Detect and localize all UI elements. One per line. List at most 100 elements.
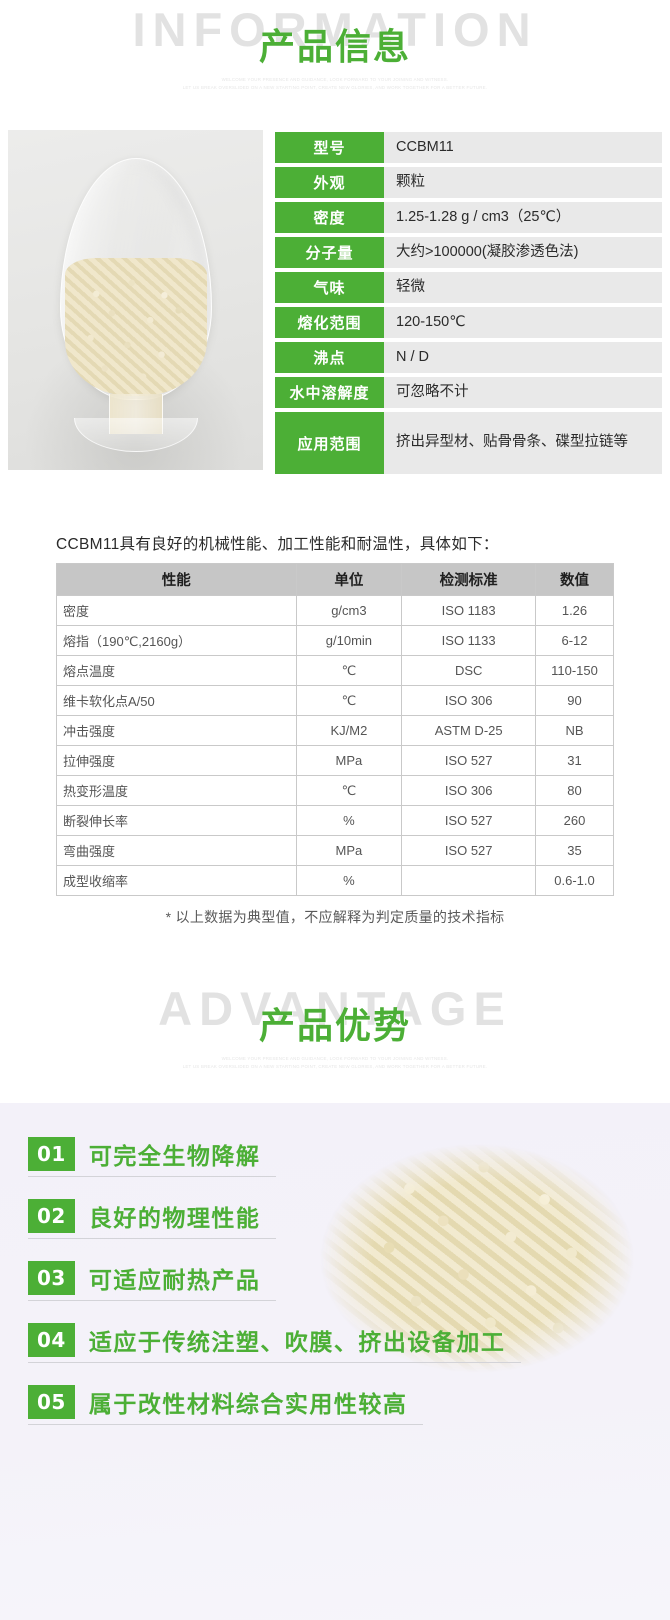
- cell-name: 熔指（190℃,2160g）: [56, 625, 297, 656]
- cell-value: 0.6-1.0: [535, 865, 614, 896]
- list-item: 05 属于改性材料综合实用性较高: [28, 1385, 424, 1425]
- advantage-section-title: 产品优势: [258, 1005, 411, 1046]
- advantage-subtitle: WELCOME YOUR PRESENCE AND GUIDANCE, LOOK…: [0, 1055, 670, 1071]
- properties-table-body: 密度 g/cm3 ISO 1183 1.26 熔指（190℃,2160g） g/…: [56, 595, 614, 896]
- spec-value: CCBM11: [384, 132, 662, 163]
- cell-value: 6-12: [535, 625, 614, 656]
- information-subtitle-line1: WELCOME YOUR PRESENCE AND GUIDANCE, LOOK…: [221, 77, 449, 82]
- cell-unit: %: [295, 805, 403, 836]
- cell-unit: g/cm3: [295, 595, 403, 626]
- list-item: 01 可完全生物降解: [28, 1137, 277, 1177]
- cell-name: 冲击强度: [56, 715, 297, 746]
- advantage-number: 05: [28, 1385, 75, 1419]
- cell-standard: [401, 865, 536, 896]
- advantage-list: 01 可完全生物降解 02 良好的物理性能 03 可适应耐热产品 04 适应于传…: [0, 1103, 670, 1425]
- information-watermark-text: INFORMATION: [132, 3, 538, 56]
- spec-row: 沸点 N / D: [275, 342, 662, 373]
- table-row: 维卡软化点A/50 ℃ ISO 306 90: [56, 685, 614, 716]
- information-subtitle: WELCOME YOUR PRESENCE AND GUIDANCE, LOOK…: [0, 76, 670, 92]
- spec-label: 水中溶解度: [275, 377, 384, 408]
- table-row: 断裂伸长率 % ISO 527 260: [56, 805, 614, 836]
- properties-header-row: 性能 单位 检测标准 数值: [56, 563, 614, 596]
- cell-value: 1.26: [535, 595, 614, 626]
- cell-value: 90: [535, 685, 614, 716]
- cell-unit: MPa: [295, 835, 403, 866]
- advantage-number: 02: [28, 1199, 75, 1233]
- product-photo: [8, 130, 263, 470]
- advantage-label: 适应于传统注塑、吹膜、挤出设备加工: [88, 1329, 506, 1355]
- cell-value: NB: [535, 715, 614, 746]
- spec-value: 120-150℃: [384, 307, 662, 338]
- spec-row: 熔化范围 120-150℃: [275, 307, 662, 338]
- list-item: 03 可适应耐热产品: [28, 1261, 277, 1301]
- pellet-pile-photo: [308, 1119, 646, 1387]
- cell-name: 熔点温度: [56, 655, 297, 686]
- advantage-number: 03: [28, 1261, 75, 1295]
- advantage-label: 可完全生物降解: [88, 1143, 261, 1169]
- cell-unit: ℃: [295, 775, 403, 806]
- spec-row: 密度 1.25-1.28 g / cm3（25℃）: [275, 202, 662, 233]
- spec-label: 沸点: [275, 342, 384, 373]
- cell-name: 密度: [56, 595, 297, 626]
- cell-unit: MPa: [295, 745, 403, 776]
- glass-flask-icon: [59, 158, 212, 400]
- information-section-title: 产品信息: [258, 26, 411, 67]
- spec-value: N / D: [384, 342, 662, 373]
- information-subtitle-line2: LET US BREAK OVERSLIDED ON A NEW STARTIN…: [182, 85, 488, 91]
- spec-label: 型号: [275, 132, 384, 163]
- spec-label: 外观: [275, 167, 384, 198]
- cell-unit: g/10min: [295, 625, 403, 656]
- table-row: 拉伸强度 MPa ISO 527 31: [56, 745, 614, 776]
- advantage-subtitle-line2: LET US BREAK OVERSLIDED ON A NEW STARTIN…: [182, 1064, 488, 1070]
- cell-standard: ISO 306: [401, 685, 536, 716]
- spec-value: 1.25-1.28 g / cm3（25℃）: [384, 202, 662, 233]
- cell-name: 拉伸强度: [56, 745, 297, 776]
- cell-value: 31: [535, 745, 614, 776]
- table-row: 弯曲强度 MPa ISO 527 35: [56, 835, 614, 866]
- cell-unit: ℃: [295, 685, 403, 716]
- advantage-number: 04: [28, 1323, 75, 1357]
- column-header-standard: 检测标准: [401, 563, 536, 596]
- properties-table-head: 性能 单位 检测标准 数值: [56, 563, 614, 596]
- cell-value: 35: [535, 835, 614, 866]
- advantage-watermark-text: ADVANTAGE: [158, 982, 512, 1035]
- cell-name: 成型收缩率: [56, 865, 297, 896]
- section-header-information: INFORMATION 产品信息 WELCOME YOUR PRESENCE A…: [0, 0, 670, 108]
- spec-label: 应用范围: [275, 412, 384, 474]
- spec-value: 挤出异型材、贴骨骨条、碟型拉链等: [384, 412, 662, 474]
- spec-row: 分子量 大约>100000(凝胶渗透色法): [275, 237, 662, 268]
- cell-standard: ISO 527: [401, 835, 536, 866]
- spec-value: 可忽略不计: [384, 377, 662, 408]
- spec-label: 密度: [275, 202, 384, 233]
- advantage-number: 01: [28, 1137, 75, 1171]
- advantage-label: 属于改性材料综合实用性较高: [88, 1391, 408, 1417]
- section-header-advantage: ADVANTAGE 产品优势 WELCOME YOUR PRESENCE AND…: [0, 979, 670, 1087]
- table-row: 熔指（190℃,2160g） g/10min ISO 1133 6-12: [56, 625, 614, 656]
- cell-unit: %: [295, 865, 403, 896]
- table-row: 熔点温度 ℃ DSC 110-150: [56, 655, 614, 686]
- column-header-value: 数值: [535, 563, 614, 596]
- spec-row: 外观 颗粒: [275, 167, 662, 198]
- cell-value: 110-150: [535, 655, 614, 686]
- table-row: 成型收缩率 % 0.6-1.0: [56, 865, 614, 896]
- cell-standard: DSC: [401, 655, 536, 686]
- cell-name: 维卡软化点A/50: [56, 685, 297, 716]
- cell-standard: ISO 1133: [401, 625, 536, 656]
- properties-block: CCBM11具有良好的机械性能、加工性能和耐温性，具体如下： 性能 单位 检测标…: [0, 474, 670, 927]
- cell-name: 热变形温度: [56, 775, 297, 806]
- spec-label: 分子量: [275, 237, 384, 268]
- list-item: 02 良好的物理性能: [28, 1199, 277, 1239]
- cell-standard: ISO 527: [401, 805, 536, 836]
- cell-unit: ℃: [295, 655, 403, 686]
- column-header-unit: 单位: [295, 563, 403, 596]
- cell-standard: ISO 1183: [401, 595, 536, 626]
- cell-standard: ISO 306: [401, 775, 536, 806]
- advantage-subtitle-line1: WELCOME YOUR PRESENCE AND GUIDANCE, LOOK…: [221, 1056, 449, 1061]
- cell-name: 断裂伸长率: [56, 805, 297, 836]
- advantage-label: 良好的物理性能: [88, 1205, 261, 1231]
- cell-unit: KJ/M2: [295, 715, 403, 746]
- product-info-block: 型号 CCBM11 外观 颗粒 密度 1.25-1.28 g / cm3（25℃…: [0, 108, 670, 474]
- pellet-fill: [64, 258, 207, 396]
- spec-row: 气味 轻微: [275, 272, 662, 303]
- properties-table: 性能 单位 检测标准 数值 密度 g/cm3 ISO 1183 1.26 熔指（…: [56, 563, 614, 896]
